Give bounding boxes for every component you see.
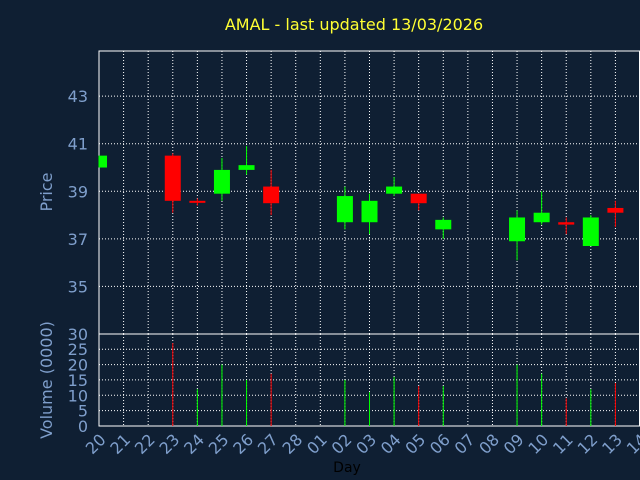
x-axis-tick-labels: 2021222324252627280102030405060708091011… [82, 430, 640, 458]
candle-body [164, 155, 181, 201]
volume-tick-label: 5 [78, 402, 88, 421]
candle-body [99, 155, 107, 168]
volume-bar [516, 364, 518, 426]
candle [582, 215, 599, 247]
candle [533, 191, 550, 225]
volume-tick-label: 0 [78, 417, 88, 436]
price-axis-label: Price [37, 172, 56, 211]
volume-bar [369, 392, 370, 426]
x-tick-label: 28 [279, 430, 307, 458]
x-tick-label: 12 [574, 430, 602, 458]
price-tick-label: 39 [68, 182, 88, 201]
candle-body [361, 200, 378, 223]
x-axis-label: Day [333, 460, 361, 476]
x-tick-label: 27 [254, 430, 282, 458]
volume-bar [246, 379, 248, 426]
candle [98, 155, 107, 168]
volume-axis-label: Volume (0000) [37, 321, 56, 439]
candle-body [263, 186, 280, 204]
candle-body [582, 217, 599, 247]
volume-tick-label-max: 30 [68, 325, 88, 344]
volume-bar [418, 386, 420, 426]
candle-body [336, 196, 353, 223]
candle [336, 186, 353, 230]
volume-bar [614, 383, 616, 426]
x-tick-label: 01 [303, 430, 331, 458]
x-tick-label: 05 [401, 430, 429, 458]
volume-bar [221, 364, 223, 426]
volume-bar [270, 373, 272, 426]
x-tick-label: 03 [352, 430, 380, 458]
candle [558, 217, 575, 235]
x-tick-label: 21 [106, 430, 134, 458]
price-tick-label: 37 [68, 230, 88, 249]
x-tick-label: 14 [623, 430, 640, 458]
candle [361, 193, 378, 235]
volume-bar [393, 376, 395, 426]
candle-body [607, 207, 624, 213]
candle-body [533, 212, 550, 223]
x-tick-label: 06 [426, 430, 454, 458]
candle-body [238, 165, 255, 170]
volume-bar [442, 386, 444, 426]
volume-tick-label: 25 [68, 340, 88, 359]
x-tick-label: 07 [451, 430, 479, 458]
volume-tick-label: 15 [68, 371, 88, 390]
candle [189, 198, 206, 206]
candle-body [213, 169, 230, 194]
candle-body [410, 193, 427, 204]
chart-title: AMAL - last updated 13/03/2026 [225, 15, 483, 34]
candle-body [558, 222, 575, 225]
x-tick-label: 22 [131, 430, 159, 458]
candle [386, 177, 403, 197]
x-tick-label: 11 [549, 430, 577, 458]
candle-body [509, 217, 526, 242]
volume-bar [172, 343, 174, 426]
volume-bar [541, 373, 543, 426]
x-tick-label: 13 [598, 430, 626, 458]
volume-bar [590, 389, 592, 426]
candle [238, 146, 255, 175]
candles [98, 146, 624, 261]
price-tick-label: 35 [68, 277, 88, 296]
volume-bars [172, 343, 616, 426]
candle [509, 210, 526, 261]
x-tick-label: 02 [328, 430, 356, 458]
x-tick-label: 04 [377, 430, 405, 458]
x-tick-label: 26 [229, 430, 257, 458]
volume-tick-label: 20 [68, 356, 88, 375]
volume-bar [344, 379, 346, 426]
price-tick-label: 43 [68, 87, 88, 106]
volume-bar [565, 398, 567, 426]
x-tick-label: 10 [524, 430, 552, 458]
x-tick-label: 25 [205, 430, 233, 458]
candle [435, 217, 452, 239]
candle [410, 193, 427, 211]
candle [263, 169, 280, 216]
candle-body [386, 186, 403, 194]
x-tick-label: 09 [500, 430, 528, 458]
volume-tick-label: 10 [68, 386, 88, 405]
candle [607, 200, 624, 227]
candle-body [435, 219, 452, 230]
volume-bar [196, 389, 198, 426]
candle [164, 153, 181, 213]
x-tick-label: 24 [180, 430, 208, 458]
price-tick-label: 41 [68, 135, 88, 154]
candle-body [189, 200, 206, 203]
x-tick-label: 23 [156, 430, 184, 458]
price-y-ticks: 35 37 39 41 43 [68, 87, 88, 296]
candle [213, 158, 230, 201]
x-tick-label: 08 [475, 430, 503, 458]
price-panel: 35 37 39 41 43 Price [37, 50, 640, 335]
